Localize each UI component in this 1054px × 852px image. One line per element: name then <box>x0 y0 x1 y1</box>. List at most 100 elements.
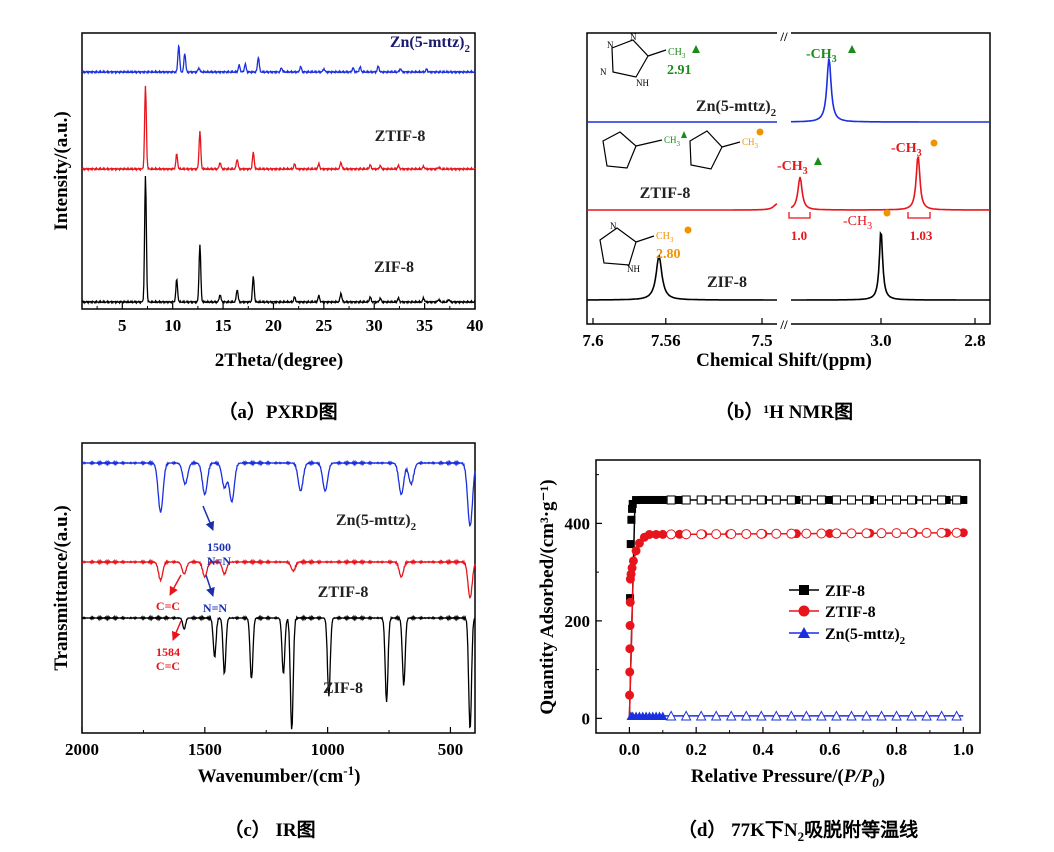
iso-point-zif8-ads <box>959 495 968 504</box>
green-triangle-icon <box>681 131 687 138</box>
iso-point-ztif8-ads <box>644 529 654 539</box>
iso-point-ztif8-des <box>666 529 677 540</box>
iso-point-zn-des <box>891 710 902 721</box>
iso-point-ztif8-des <box>936 527 947 538</box>
iso-point-zif8-des <box>711 495 721 505</box>
nmr-value-291: 2.91 <box>667 63 692 78</box>
iso-x-tick-label: 0.4 <box>752 740 774 759</box>
legend-marker-ztif <box>798 605 810 617</box>
iso-y-tick-label: 400 <box>565 514 591 533</box>
ir-annot-nn-top: N=N <box>207 554 232 568</box>
iso-point-ztif8-des <box>741 528 752 539</box>
iso-point-zif8-ads <box>626 540 635 549</box>
iso-y-label: Quantity Adsorbed/(cm³·g⁻¹) <box>537 479 558 714</box>
iso-point-zif8-des <box>831 495 841 505</box>
ir-tick-label: 500 <box>438 740 464 759</box>
iso-point-zif8-ads <box>825 495 834 504</box>
iso-point-zn-des <box>816 710 827 721</box>
iso-point-zif8-ads <box>632 496 641 505</box>
nmr-label-ztif: ZTIF-8 <box>640 185 691 202</box>
molecule-methyltetrazole-icon <box>611 39 667 78</box>
iso-x-tick-label: 0.2 <box>686 740 707 759</box>
iso-point-ztif8-des <box>846 528 857 539</box>
iso-point-ztif8-des <box>711 529 722 540</box>
iso-point-ztif8-ads <box>625 644 635 654</box>
iso-point-zif8-des <box>726 495 736 505</box>
iso-legend: ZIF-8 ZTIF-8 Zn(5-mttz)2 <box>789 583 906 647</box>
iso-point-zif8-ads <box>645 495 654 504</box>
ir-caption: （c） IR图 <box>224 818 315 841</box>
iso-x-tick-label: 0.8 <box>886 740 907 759</box>
iso-point-ztif8-des <box>876 528 887 539</box>
iso-point-zn-des <box>936 710 947 721</box>
iso-point-ztif8-ads <box>658 529 668 539</box>
ztif-ch3-small-label: CH3 <box>664 135 681 148</box>
legend-label-ztif: ZTIF-8 <box>825 604 876 621</box>
panel-a-pxrd: 5 10 15 20 25 30 35 40 Zn(5-mttz)2 ZTIF-8 ZIF-8… <box>51 32 484 423</box>
nmr-tick-label: 3.0 <box>870 331 891 350</box>
pxrd-tick-label: 20 <box>265 316 282 335</box>
pxrd-trace-zif8 <box>81 175 476 305</box>
iso-frame <box>595 459 981 734</box>
pxrd-tick-label: 30 <box>366 316 383 335</box>
iso-point-zn-des <box>921 710 932 721</box>
iso-point-zn-des <box>755 710 767 721</box>
ir-y-label: Transmittance/(a.u.) <box>51 505 72 670</box>
nmr-label-zif: ZIF-8 <box>707 274 747 291</box>
iso-point-ztif8-des <box>906 528 917 539</box>
ir-tick-label: 2000 <box>65 740 99 759</box>
iso-x-tick-label: 1.0 <box>953 740 974 759</box>
nmr-ztif-ch3-label-b: -CH3 <box>891 141 922 159</box>
iso-point-zif8-des <box>681 495 691 505</box>
nmr-integral-brackets <box>788 212 931 219</box>
orange-dot-icon <box>930 139 938 147</box>
nmr-tick-label: 7.6 <box>582 331 603 350</box>
iso-point-zn-des <box>665 710 677 721</box>
tetrazole-ch3-label: CH3 <box>668 47 686 60</box>
ir-annot-cc-bottom: C=C <box>156 659 180 673</box>
molecule-pair-icon <box>602 130 741 170</box>
iso-x-label: Relative Pressure/(P/P0) <box>691 766 885 790</box>
ir-x-ticks: 2000 1500 1000 500 <box>65 727 463 759</box>
ir-tick-label: 1500 <box>188 740 222 759</box>
ir-x-label: Wavenumber/(cm-1) <box>198 763 361 787</box>
iso-point-zn-des <box>725 710 737 721</box>
iso-point-zif8-des <box>801 495 811 505</box>
iso-point-ztif8-ads <box>651 529 661 539</box>
nmr-axis-break-bottom: // <box>779 317 788 332</box>
panel-c-ir: 2000 1500 1000 500 Zn(5-mttz)2 ZTIF-8 ZIF-8… <box>51 442 476 841</box>
iso-point-ztif8-des <box>681 529 692 540</box>
ir-traces <box>81 459 476 730</box>
iso-x-tick-label: 0.6 <box>819 740 840 759</box>
iso-point-ztif8-ads <box>634 538 644 548</box>
pxrd-trace-zn <box>81 43 476 75</box>
tetrazole-nh-label: NH <box>636 78 649 88</box>
iso-point-zif8-des <box>937 495 947 505</box>
iso-ticks: 0.0 0.2 0.4 0.6 0.8 1.0 0 200 400 <box>565 474 974 759</box>
ir-annot-cc-top: C=C <box>156 599 180 613</box>
iso-point-zif8-ads <box>658 495 667 504</box>
pxrd-x-label: 2Theta/(degree) <box>215 350 343 371</box>
nmr-frame <box>586 32 991 325</box>
iso-point-zif8-des <box>846 495 856 505</box>
iso-point-zif8-des <box>952 495 962 505</box>
ir-label-zn: Zn(5-mttz)2 <box>336 512 417 533</box>
pxrd-trace-ztif8 <box>81 85 476 172</box>
panel-d-isotherm: 0.0 0.2 0.4 0.6 0.8 1.0 0 200 400 ZIF-8 ZTIF-8 Z… <box>537 459 981 844</box>
iso-point-ztif8-ads <box>625 667 635 677</box>
iso-series <box>625 495 968 721</box>
nmr-value-280: 2.80 <box>656 247 681 262</box>
pxrd-y-label: Intensity/(a.u.) <box>51 111 72 230</box>
iso-point-zif8-ads <box>942 495 951 504</box>
nmr-tick-label: 7.5 <box>751 331 772 350</box>
imidazole-n-label: N <box>610 221 617 231</box>
iso-point-zn-des <box>710 710 722 721</box>
nmr-break-gap-bottom <box>777 319 791 329</box>
ir-arrow-1500-bottom <box>205 574 215 597</box>
iso-line-ztif8 <box>628 531 964 719</box>
iso-point-zif8-ads <box>628 504 637 513</box>
iso-point-zif8-ads <box>675 495 684 504</box>
nmr-label-zn: Zn(5-mttz)2 <box>696 98 777 119</box>
nmr-trace-zif8-left <box>587 253 777 301</box>
nmr-zif-ch3-label: -CH3 <box>843 214 872 232</box>
